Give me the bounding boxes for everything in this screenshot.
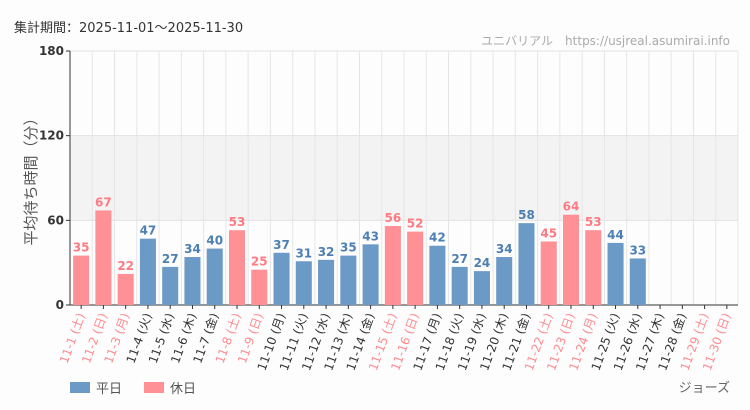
data-label: 35 <box>73 241 90 255</box>
bar <box>362 244 379 305</box>
data-label: 53 <box>229 215 246 229</box>
y-tick-label: 60 <box>47 213 64 227</box>
data-label: 27 <box>451 252 468 266</box>
bar <box>95 210 112 305</box>
data-label: 42 <box>429 231 446 245</box>
bar <box>429 245 446 305</box>
data-label: 67 <box>95 195 112 209</box>
y-tick-label: 180 <box>39 44 64 58</box>
data-label: 34 <box>184 242 201 256</box>
bar <box>473 271 490 305</box>
data-label: 45 <box>540 227 557 241</box>
data-label: 56 <box>385 211 402 225</box>
data-label: 47 <box>140 224 157 238</box>
bar <box>607 242 624 305</box>
bar <box>518 223 535 305</box>
data-label: 44 <box>607 228 624 242</box>
legend-weekday: 平日 <box>70 378 122 397</box>
bar <box>562 214 580 305</box>
site-credit: ユニバリアル https://usjreal.asumirai.info <box>481 34 730 48</box>
holiday-swatch <box>144 382 165 393</box>
bar <box>629 258 646 305</box>
data-label: 27 <box>162 252 179 266</box>
data-label: 53 <box>585 215 602 229</box>
period-label: 集計期間：2025-11-01～2025-11-30 <box>14 21 244 36</box>
bar <box>251 269 268 305</box>
data-label: 32 <box>318 245 335 259</box>
bar <box>540 241 557 305</box>
y-tick-label: 0 <box>56 298 64 312</box>
bar <box>273 252 290 305</box>
bar <box>384 225 401 305</box>
bar <box>228 230 246 305</box>
data-label: 35 <box>340 241 357 255</box>
bar <box>184 257 201 305</box>
bar <box>73 255 90 305</box>
data-label: 24 <box>474 256 491 270</box>
bar <box>496 257 513 305</box>
bar <box>295 261 312 305</box>
data-label: 33 <box>629 243 646 257</box>
y-axis-title: 平均待ち時間（分） <box>22 110 40 245</box>
data-label: 25 <box>251 255 268 269</box>
bar <box>585 230 602 305</box>
bar <box>117 273 134 305</box>
legend-holiday-label: 休日 <box>170 382 197 397</box>
bar <box>407 231 424 305</box>
data-label: 52 <box>407 217 424 231</box>
data-label: 37 <box>273 238 290 252</box>
data-label: 31 <box>295 246 312 260</box>
bar <box>162 266 179 305</box>
data-label: 58 <box>518 208 535 222</box>
bar <box>451 266 468 305</box>
data-label: 43 <box>362 229 379 243</box>
data-label: 40 <box>206 234 223 248</box>
y-tick-label: 120 <box>39 129 64 143</box>
bar <box>206 248 223 305</box>
bar <box>139 238 156 305</box>
data-label: 34 <box>496 242 513 256</box>
weekday-swatch <box>70 382 90 393</box>
bar <box>318 259 335 305</box>
attraction-name: ジョーズ <box>678 381 730 396</box>
legend-holiday: 休日 <box>144 378 196 397</box>
data-label: 64 <box>563 200 580 214</box>
data-label: 22 <box>117 259 134 273</box>
legend-weekday-label: 平日 <box>96 382 123 397</box>
bar <box>340 255 357 305</box>
legend: 平日 休日 <box>70 378 196 397</box>
